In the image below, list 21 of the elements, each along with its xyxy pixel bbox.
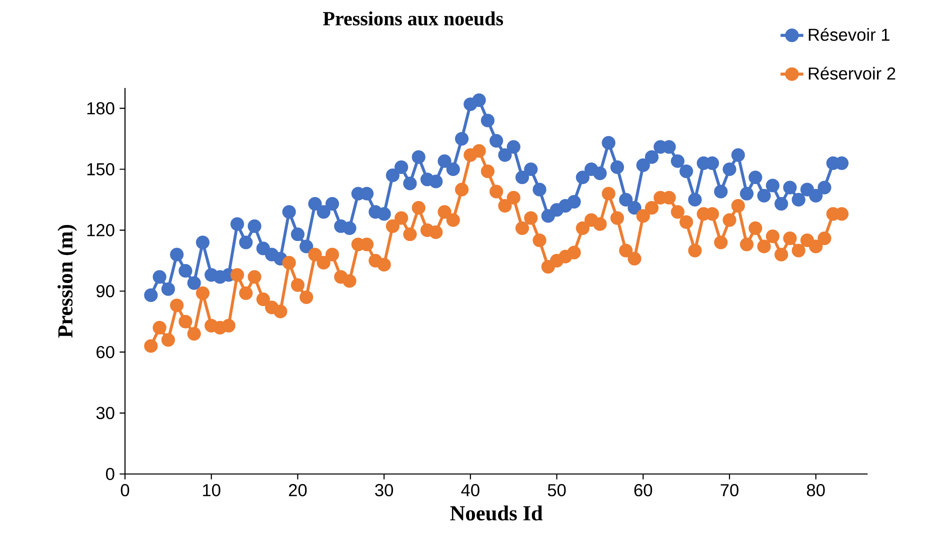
x-tick-label: 0 (120, 484, 130, 496)
legend-label: Réservoir 2 (808, 66, 896, 80)
y-tick-label: 180 (87, 102, 114, 114)
x-tick-label: 50 (548, 484, 566, 496)
x-tick-label: 80 (806, 484, 825, 496)
y-axis-title: Pression (m) (58, 224, 77, 338)
x-tick-label: 20 (288, 484, 307, 496)
x-tick-label: 10 (203, 484, 220, 496)
y-tick-label: 90 (96, 285, 114, 298)
legend-label: Résevoir 1 (808, 28, 890, 41)
x-tick-label: 60 (634, 484, 652, 496)
y-tick-label: 60 (96, 346, 114, 358)
x-tick-label: 40 (461, 484, 480, 496)
y-tick-label: 0 (106, 468, 114, 480)
y-tick-label: 150 (87, 163, 114, 176)
y-tick-label: 120 (87, 224, 114, 236)
x-axis-title: Noeuds Id (450, 505, 543, 521)
x-tick-label: 70 (720, 484, 738, 496)
chart-title: Pressions aux noeuds (323, 11, 504, 26)
y-tick-label: 30 (96, 406, 114, 420)
x-tick-label: 30 (375, 484, 394, 496)
